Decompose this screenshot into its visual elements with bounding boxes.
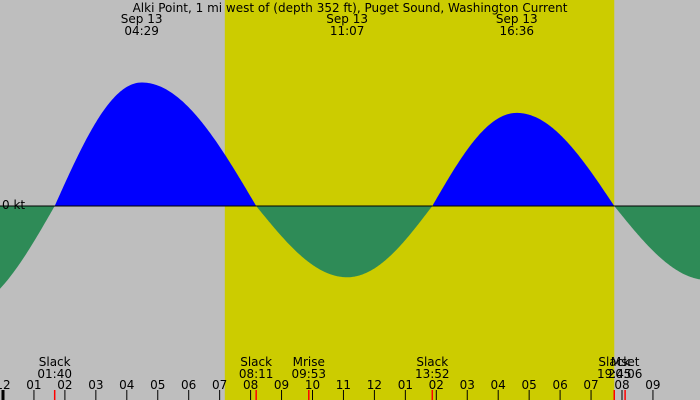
event-name: Slack xyxy=(39,355,71,369)
hour-label: 12 xyxy=(367,378,382,392)
extreme-date: Sep 13 xyxy=(496,12,538,26)
extreme-time: 04:29 xyxy=(124,24,159,38)
hour-label: 09 xyxy=(645,378,660,392)
flood-area-1 xyxy=(55,82,257,206)
event-name: Mset xyxy=(611,355,640,369)
hour-label: 05 xyxy=(150,378,165,392)
hour-label: 07 xyxy=(212,378,227,392)
hour-label: 11 xyxy=(336,378,351,392)
event-name: Slack xyxy=(240,355,272,369)
extreme-date: Sep 13 xyxy=(121,12,163,26)
event-name: Slack xyxy=(416,355,448,369)
ebb-area-0 xyxy=(0,206,55,289)
chart-title: Alki Point, 1 mi west of (depth 352 ft),… xyxy=(133,1,568,15)
extreme-time: 16:36 xyxy=(499,24,534,38)
event-time: 08:11 xyxy=(239,367,274,381)
extreme-date: Sep 13 xyxy=(326,12,368,26)
event-time: 01:40 xyxy=(37,367,72,381)
hour-label: 02 xyxy=(429,378,444,392)
event-time: 13:52 xyxy=(415,367,450,381)
event-time: 19:45 xyxy=(597,367,632,381)
hour-label: 01 xyxy=(26,378,41,392)
hour-label: 05 xyxy=(522,378,537,392)
event-time: 20:06 xyxy=(608,367,643,381)
hour-label: 09 xyxy=(274,378,289,392)
event-name: Slack xyxy=(598,355,630,369)
ebb-area-4 xyxy=(615,206,700,280)
event-time: 09:53 xyxy=(291,367,326,381)
ebb-area-2 xyxy=(257,206,433,278)
hour-label: 10 xyxy=(305,378,320,392)
hour-label: 03 xyxy=(460,378,475,392)
hour-label: 08 xyxy=(243,378,258,392)
hour-label: 06 xyxy=(181,378,196,392)
extreme-time: 11:07 xyxy=(330,24,365,38)
hour-label: 04 xyxy=(491,378,506,392)
flood-area-3 xyxy=(433,112,615,206)
y-zero-label: 0 kt xyxy=(2,198,25,212)
event-name: Mrise xyxy=(293,355,325,369)
hour-label: 07 xyxy=(583,378,598,392)
hour-label: 08 xyxy=(614,378,629,392)
hour-label: 03 xyxy=(88,378,103,392)
hour-label: 02 xyxy=(57,378,72,392)
hour-label: 01 xyxy=(398,378,413,392)
hour-label: 06 xyxy=(552,378,567,392)
hour-label: 12 xyxy=(0,378,11,392)
hour-label: 04 xyxy=(119,378,134,392)
